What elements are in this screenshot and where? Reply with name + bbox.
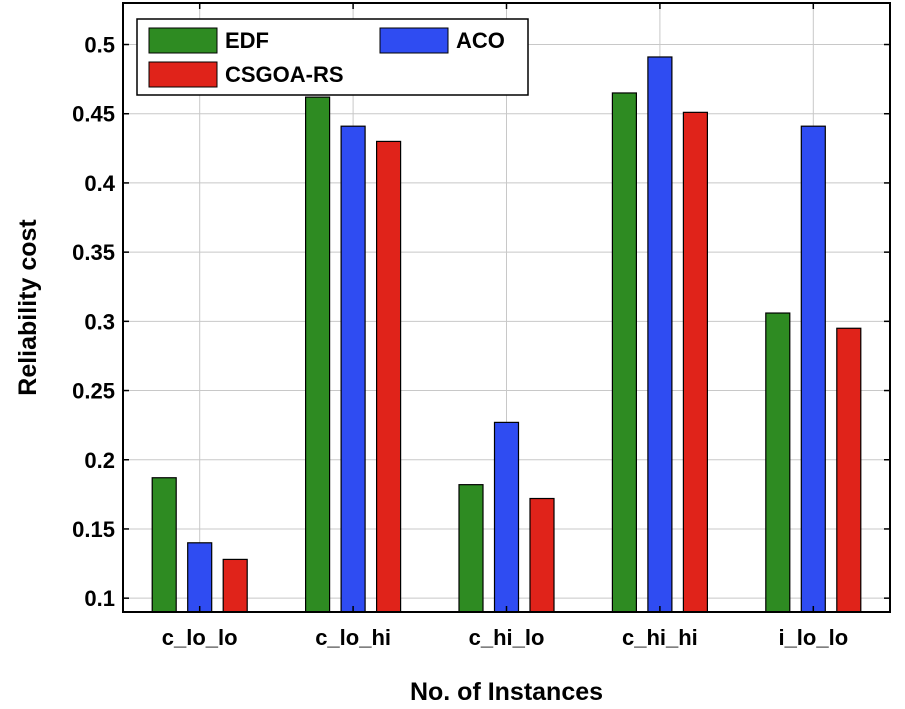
legend-swatch-edf xyxy=(148,27,218,54)
bar-edf-c_hi_lo xyxy=(458,484,484,613)
y-tick-label: 0.15 xyxy=(72,517,115,542)
bar-csgoa-rs-c_lo_hi xyxy=(376,140,402,613)
y-tick-label: 0.4 xyxy=(84,171,115,196)
x-tick-label: c_hi_lo xyxy=(469,625,545,650)
legend-swatch-aco xyxy=(379,27,449,54)
bar-csgoa-rs-c_hi_lo xyxy=(529,497,555,613)
x-tick-label: c_lo_lo xyxy=(162,625,238,650)
legend-label-csgoa-rs: CSGOA-RS xyxy=(225,62,344,87)
y-tick-label: 0.5 xyxy=(84,33,115,58)
bar-aco-c_lo_hi xyxy=(340,125,366,613)
y-tick-label: 0.3 xyxy=(84,309,115,334)
bar-edf-c_lo_hi xyxy=(305,96,331,613)
bar-edf-i_lo_lo xyxy=(765,312,791,613)
y-tick-label: 0.45 xyxy=(72,102,115,127)
y-axis-title: Reliability cost xyxy=(14,219,42,396)
x-axis-title: No. of Instances xyxy=(410,678,603,706)
x-axis-ticks: c_lo_lo c_lo_hi c_hi_lo c_hi_hi i_lo_lo xyxy=(162,3,848,650)
bar-csgoa-rs-i_lo_lo xyxy=(836,327,862,613)
y-tick-label: 0.1 xyxy=(84,586,115,611)
bar-aco-c_hi_hi xyxy=(647,56,673,613)
y-axis-ticks: 0.1 0.15 0.2 0.25 0.3 0.35 0.4 0.45 0.5 xyxy=(72,33,890,611)
x-tick-label: i_lo_lo xyxy=(778,625,848,650)
bar-edf-c_lo_lo xyxy=(151,477,177,613)
y-tick-label: 0.35 xyxy=(72,240,115,265)
legend-label-edf: EDF xyxy=(225,28,269,53)
y-tick-label: 0.2 xyxy=(84,448,115,473)
y-tick-label: 0.25 xyxy=(72,379,115,404)
bar-aco-c_hi_lo xyxy=(493,421,520,613)
x-tick-label: c_lo_hi xyxy=(315,625,391,650)
bar-aco-c_lo_lo xyxy=(187,542,213,613)
x-tick-label: c_hi_hi xyxy=(622,625,698,650)
bar-csgoa-rs-c_hi_hi xyxy=(682,111,709,613)
legend-swatch-csgoa-rs xyxy=(148,61,218,88)
bar-edf-c_hi_hi xyxy=(611,92,638,613)
legend-label-aco: ACO xyxy=(456,28,505,53)
legend: EDF ACO CSGOA-RS xyxy=(136,18,529,96)
bar-csgoa-rs-c_lo_lo xyxy=(222,558,248,613)
bar-aco-i_lo_lo xyxy=(800,125,826,613)
